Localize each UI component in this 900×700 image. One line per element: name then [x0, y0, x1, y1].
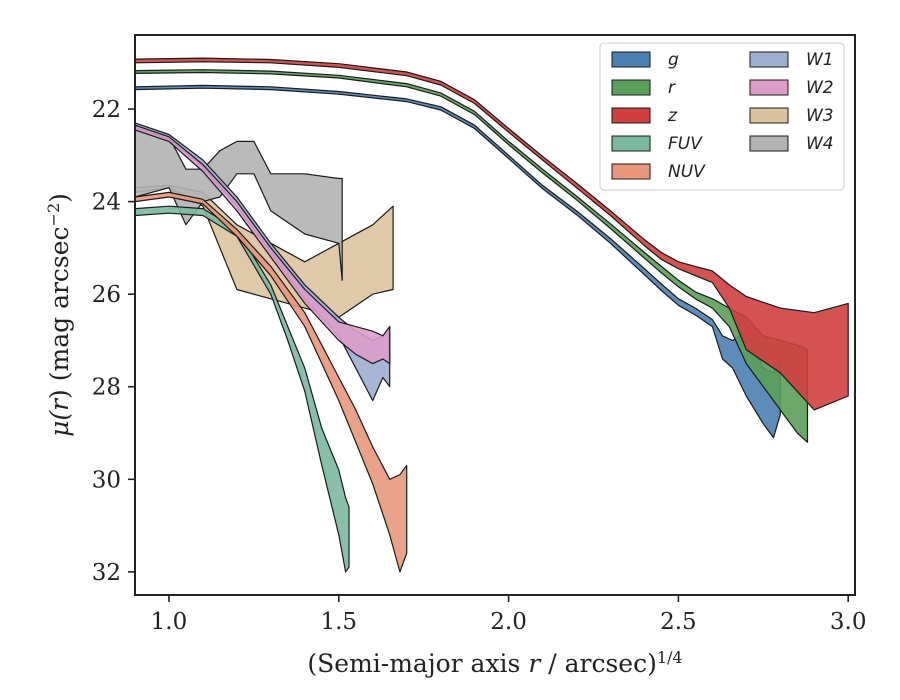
- legend-label-w4: W4: [806, 134, 834, 154]
- legend-swatch-g: [611, 51, 651, 68]
- x-tick-label: 1.5: [320, 609, 357, 635]
- x-tick-label: 3.0: [830, 609, 867, 635]
- y-tick-label: 24: [92, 190, 121, 216]
- legend-label-r: r: [668, 78, 676, 98]
- legend-label-w1: W1: [806, 50, 834, 70]
- y-tick-label: 32: [92, 560, 121, 586]
- legend-swatch-fuv: [611, 135, 651, 152]
- legend-swatch-nuv: [611, 163, 651, 180]
- legend-label-nuv: NUV: [668, 162, 706, 182]
- x-tick-label: 2.0: [490, 609, 527, 635]
- legend-swatch-r: [611, 79, 651, 96]
- legend-swatch-w4: [749, 135, 789, 152]
- band-r: [134, 69, 809, 443]
- legend-swatch-w1: [749, 51, 789, 68]
- series-layer: [134, 57, 849, 573]
- y-axis-ticks: 22 24 26 28 30 32: [92, 97, 135, 586]
- band-z: [134, 57, 849, 411]
- band-fuv: [134, 205, 350, 573]
- legend-swatch-w2: [749, 79, 789, 96]
- band-g: [134, 84, 781, 439]
- band-w2: [134, 124, 391, 365]
- x-tick-label: 1.0: [151, 609, 188, 635]
- axes-frame: [134, 34, 856, 596]
- x-axis-label: (Semi-major axis r / arcsec)1/4: [307, 648, 682, 679]
- legend-swatch-w3: [749, 107, 789, 124]
- legend-swatch-z: [611, 107, 651, 124]
- legend-label-w2: W2: [806, 78, 834, 98]
- x-axis-ticks: 1.0 1.5 2.0 2.5 3.0: [151, 595, 867, 635]
- legend: grz FUV NUV W1 W2 W3 W4: [599, 42, 845, 191]
- legend-label-z: z: [667, 106, 678, 126]
- x-tick-label: 2.5: [660, 609, 697, 635]
- y-tick-label: 30: [92, 467, 121, 493]
- y-tick-label: 28: [92, 375, 121, 401]
- band-nuv: [134, 191, 408, 573]
- y-tick-label: 26: [92, 282, 121, 308]
- legend-label-w3: W3: [806, 106, 834, 126]
- y-axis-label: μ(r) (mag arcsec−2): [44, 193, 75, 437]
- legend-label-g: g: [668, 50, 679, 70]
- y-tick-label: 22: [92, 97, 121, 123]
- band-w3: [134, 184, 394, 318]
- legend-label-fuv: FUV: [668, 134, 703, 154]
